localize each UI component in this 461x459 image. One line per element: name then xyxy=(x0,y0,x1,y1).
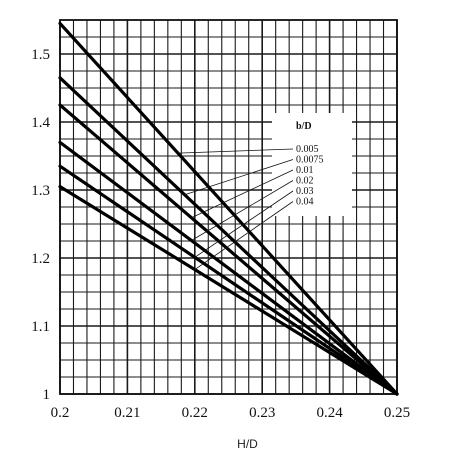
series-line-0.03 xyxy=(58,164,399,396)
x-axis-label-row: H/D xyxy=(0,437,461,451)
x-tick-label: 0.23 xyxy=(249,405,275,421)
series-line-0.0075 xyxy=(58,76,399,396)
series-line-0.005 xyxy=(58,21,399,396)
x-tick-label: 0.21 xyxy=(114,405,140,421)
plot-frame xyxy=(59,19,398,395)
legend-box xyxy=(272,113,352,216)
y-tick-label: 1.1 xyxy=(31,319,50,335)
legend-entry-0.0075: 0.0075 xyxy=(296,155,324,166)
legend-leader-0.005 xyxy=(177,148,294,154)
legend-leader-0.04 xyxy=(194,201,294,270)
legend-leader-0.0075 xyxy=(184,159,294,196)
y-tick-label: 1.5 xyxy=(31,47,50,63)
y-tick-label: 1.2 xyxy=(31,251,50,267)
legend-leader-0.01 xyxy=(191,169,294,219)
series-lines xyxy=(58,21,399,396)
y-tick-label: 1.4 xyxy=(31,115,50,131)
series-line-0.01 xyxy=(58,103,399,396)
legend-title: b/D xyxy=(296,121,312,132)
legend-leader-0.02 xyxy=(191,180,294,241)
legend-entry-0.005: 0.005 xyxy=(296,144,319,155)
legend-entry-0.04: 0.04 xyxy=(296,197,314,208)
x-tick-label: 0.25 xyxy=(384,405,410,421)
x-tick-label: 0.22 xyxy=(182,405,208,421)
series-line-0.04 xyxy=(58,185,399,396)
x-tick-label: 0.2 xyxy=(51,405,70,421)
y-tick-label: 1.3 xyxy=(31,183,50,199)
x-axis-label: H/D xyxy=(237,437,258,451)
x-tick-label: 0.24 xyxy=(316,405,343,421)
tick-labels: 0.2 0.21 0.22 0.23 0.24 0.25 1 1.1 1.2 1.3 1.4 1.5 xyxy=(31,47,410,421)
legend-entry-0.01: 0.01 xyxy=(296,165,314,176)
series-line-0.02 xyxy=(58,140,399,396)
legend-entry-0.03: 0.03 xyxy=(296,186,314,197)
y-tick-label: 1 xyxy=(43,387,51,403)
legend-leader-0.03 xyxy=(194,190,294,258)
legend-entry-0.02: 0.02 xyxy=(296,176,314,187)
